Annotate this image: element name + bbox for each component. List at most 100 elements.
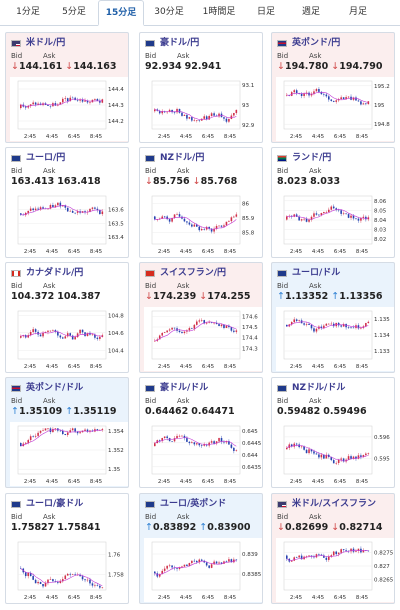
tab-6[interactable]: 日足: [256, 7, 275, 17]
candle: [330, 99, 333, 101]
price-chart[interactable]: 195.2 195 194.8 2:45 4:45 6:45 8:45: [276, 77, 394, 141]
candle: [220, 225, 223, 227]
rate-card[interactable]: 英ポンド/円 Bid Ask ↓194.780 ↓194.790 195.2 195 194.…: [271, 32, 395, 143]
price-chart[interactable]: 0.645 0.6445 0.644 0.6435 2:45 4:45 6:45 8:45: [144, 422, 262, 486]
rate-card[interactable]: NZドル/円 Bid Ask ↓85.756 ↓85.768 86 85.9 85.8 2:45…: [139, 147, 263, 258]
rate-card[interactable]: 米ドル/スイスフラン Bid Ask ↓0.82699 ↓0.82714 0.8275 0.…: [271, 493, 395, 604]
currency-pair-link[interactable]: ユーロ/英ポンド: [160, 499, 227, 509]
rate-card[interactable]: NZドル/ドル Bid Ask 0.59482 0.59496 0.596 0.595 2:4…: [271, 377, 395, 488]
y-tick-label: 174.5: [242, 325, 258, 331]
candle: [330, 323, 333, 325]
currency-pair-link[interactable]: NZドル/ドル: [292, 383, 346, 393]
candle: [360, 327, 362, 329]
rate-card[interactable]: ユーロ/英ポンド Bid Ask ↑0.83892 ↑0.83900 0.839 0.838…: [139, 493, 263, 604]
candle: [52, 579, 54, 582]
rate-card[interactable]: 豪ドル/円 Bid Ask 92.934 92.941 93.1 93 92.9 2:45 4:4…: [139, 32, 263, 143]
tab-3[interactable]: 15分足: [98, 0, 144, 26]
candle: [94, 207, 96, 209]
tab-1[interactable]: 1分足: [16, 7, 40, 17]
currency-pair-link[interactable]: 豪ドル/ドル: [160, 383, 209, 393]
rate-card[interactable]: ランド/円 Bid Ask 8.023 8.033 8.06 8.05 8.04 8.03 8.0…: [271, 147, 395, 258]
rates: ↑1.13352 ↑1.13356: [277, 291, 386, 302]
price-chart[interactable]: 86 85.9 85.8 2:45 4:45 6:45 8:45: [144, 192, 262, 256]
rates: ↓0.82699 ↓0.82714: [277, 522, 386, 533]
rate-card[interactable]: 豪ドル/ドル Bid Ask 0.64462 0.64471 0.645 0.6445 0.6…: [139, 377, 263, 488]
currency-pair-link[interactable]: ユーロ/円: [26, 153, 66, 163]
candle: [79, 574, 81, 577]
currency-pair-link[interactable]: 豪ドル/円: [160, 38, 200, 48]
price-chart[interactable]: 0.596 0.595 2:45 4:45 6:45 8:45: [276, 422, 394, 486]
rate-card[interactable]: 英ポンド/ドル Bid Ask ↑1.35109 ↑1.35119 1.354 1.352 1…: [5, 377, 129, 488]
candle: [310, 555, 313, 557]
arrow-down-icon: ↓: [331, 61, 340, 72]
candle: [303, 323, 305, 325]
currency-pair-link[interactable]: 米ドル/スイスフラン: [292, 499, 377, 509]
candle: [323, 555, 325, 558]
ask-label: Ask: [309, 397, 322, 405]
price-chart[interactable]: 0.8275 0.827 0.8265 2:45 4:45 6:45 8:45: [276, 538, 394, 602]
candle: [74, 337, 76, 340]
currency-pair-link[interactable]: スイスフラン/円: [160, 268, 227, 278]
za-flag-icon: [277, 155, 287, 162]
currency-pair-link[interactable]: ユーロ/豪ドル: [26, 499, 84, 509]
currency-pair-link[interactable]: カナダドル/円: [26, 268, 84, 278]
candle: [208, 442, 210, 446]
price-chart[interactable]: 93.1 93 92.9 2:45 4:45 6:45 8:45: [144, 77, 262, 141]
x-tick-label: 4:45: [46, 134, 59, 140]
candle: [81, 329, 84, 333]
currency-pair-link[interactable]: ユーロ/ドル: [292, 268, 341, 278]
candle: [352, 215, 355, 219]
candle: [350, 215, 352, 218]
x-tick-label: 8:45: [90, 134, 103, 140]
currency-pair-link[interactable]: NZドル/円: [160, 153, 205, 163]
y-tick-label: 163.5: [108, 221, 124, 227]
y-tick-label: 195.2: [374, 84, 390, 90]
price-chart[interactable]: 8.06 8.05 8.04 8.03 8.02 2:45 4:45 6:45 8:45: [276, 192, 394, 256]
rate-card[interactable]: ユーロ/ドル Bid Ask ↑1.13352 ↑1.13356 1.135 1.134 1.…: [271, 262, 395, 373]
price-chart[interactable]: 1.76 1.758 2:45 4:45 6:45 8:45: [10, 538, 128, 602]
currency-pair-link[interactable]: 英ポンド/円: [292, 38, 341, 48]
rate-card[interactable]: ユーロ/円 Bid Ask 163.413 163.418 163.6 163.5 163.4…: [5, 147, 129, 258]
price-chart[interactable]: 1.135 1.134 1.133 2:45 4:45 6:45 8:45: [276, 307, 394, 371]
candle: [71, 574, 74, 575]
candle: [66, 333, 69, 337]
price-chart[interactable]: 1.354 1.352 1.35 2:45 4:45 6:45 8:45: [10, 422, 128, 486]
candle: [161, 333, 164, 336]
candle: [71, 428, 74, 431]
y-tick-label: 1.135: [374, 317, 390, 323]
tab-8[interactable]: 月足: [348, 7, 367, 17]
price-chart[interactable]: 144.4 144.3 144.2 2:45 4:45 6:45 8:45: [10, 77, 128, 141]
rate-card[interactable]: カナダドル/円 Bid Ask 104.372 104.387 104.8 104.6 104…: [5, 262, 129, 373]
candle: [161, 216, 164, 219]
candle: [176, 568, 178, 570]
candle: [186, 221, 188, 223]
candle: [345, 550, 347, 551]
card-header: 豪ドル/ドル: [145, 382, 261, 396]
candle: [171, 565, 173, 568]
price-chart[interactable]: 104.8 104.6 104.4 2:45 4:45 6:45 8:45: [10, 307, 128, 371]
ask-label: Ask: [43, 397, 56, 405]
tab-4[interactable]: 30分足: [154, 7, 184, 17]
rate-card[interactable]: スイスフラン/円 Bid Ask ↓174.239 ↓174.255 174.6 174.5…: [139, 262, 263, 373]
x-tick-label: 4:45: [46, 479, 59, 485]
rate-card[interactable]: 米ドル/円 Bid Ask ↓144.161 ↓144.163 144.4 144.3 144…: [5, 32, 129, 143]
currency-pair-link[interactable]: ランド/円: [292, 153, 332, 163]
ask-label: Ask: [43, 513, 56, 521]
candle: [154, 340, 156, 342]
rate-card[interactable]: ユーロ/豪ドル Bid Ask 1.75827 1.75841 1.76 1.758 2:45…: [5, 493, 129, 604]
candle: [47, 330, 49, 332]
candle: [37, 432, 39, 436]
price-chart[interactable]: 163.6 163.5 163.4 2:45 4:45 6:45 8:45: [10, 192, 128, 256]
currency-pair-link[interactable]: 英ポンド/ドル: [26, 383, 84, 393]
tab-5[interactable]: 1時間足: [202, 7, 236, 17]
candle: [59, 430, 62, 432]
tab-2[interactable]: 5分足: [62, 7, 86, 17]
price-chart[interactable]: 174.6 174.5 174.4 174.3 2:45 4:45 6:45 8:45: [144, 307, 262, 371]
price-chart[interactable]: 0.839 0.8385 2:45 4:45 6:45 8:45: [144, 538, 262, 602]
candlestick-chart: 1.135 1.134 1.133 2:45 4:45 6:45 8:45: [283, 310, 390, 370]
tab-7[interactable]: 週足: [301, 7, 320, 17]
candle: [200, 320, 203, 321]
currency-pair-link[interactable]: 米ドル/円: [26, 38, 66, 48]
candle: [315, 213, 318, 215]
candle: [340, 97, 342, 100]
